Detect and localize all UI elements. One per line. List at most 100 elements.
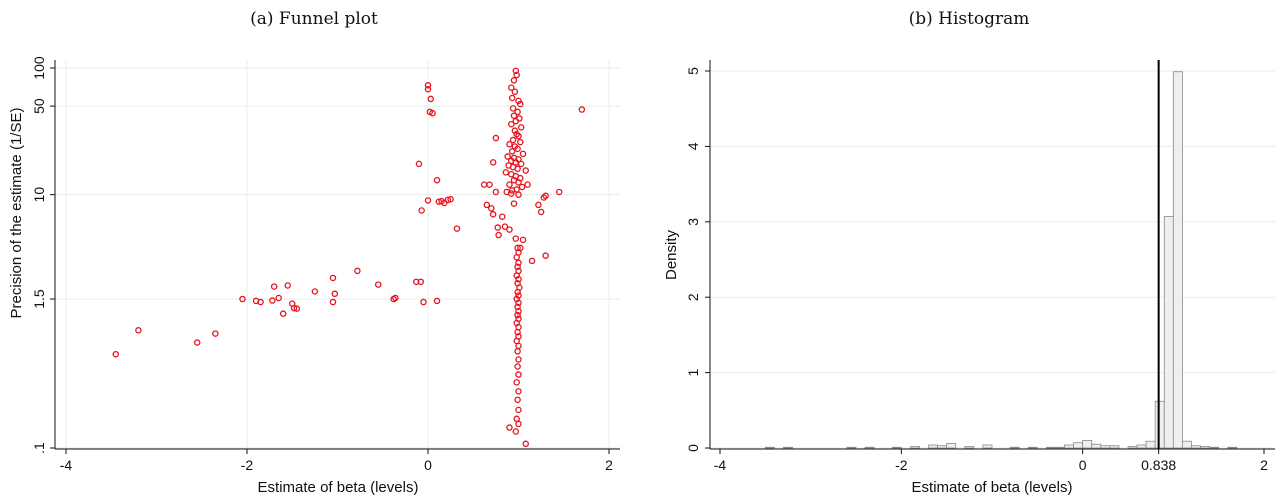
funnel-data-point <box>535 201 542 209</box>
funnel-data-point <box>329 298 337 306</box>
funnel-data-point <box>489 159 497 166</box>
funnel-data-point <box>555 188 563 196</box>
histogram-bar <box>1209 446 1220 449</box>
funnel-data-point <box>515 356 522 363</box>
funnel-data-point <box>504 153 511 160</box>
funnel-data-point <box>510 200 518 207</box>
funnel-data-point <box>112 350 120 358</box>
funnel-data-point <box>418 207 425 214</box>
funnel-data-point <box>519 150 527 158</box>
funnel-x-tick-label: 0 <box>424 457 432 473</box>
funnel-data-point <box>514 329 521 336</box>
funnel-data-point <box>420 298 427 306</box>
histogram-bar <box>891 446 902 449</box>
funnel-data-point <box>508 190 515 197</box>
funnel-data-point <box>514 348 521 355</box>
funnel-data-point <box>492 134 500 142</box>
funnel-data-point <box>279 310 287 317</box>
funnel-data-point <box>528 257 536 265</box>
histogram-bar <box>946 443 957 449</box>
funnel-data-point <box>453 225 461 232</box>
funnel-data-point <box>514 303 521 311</box>
funnel-data-point <box>513 415 520 423</box>
histogram-bar <box>1127 446 1138 449</box>
funnel-data-point <box>514 165 521 173</box>
funnel-data-point <box>514 263 521 270</box>
funnel-plot-title: (a) Funnel plot <box>250 9 378 29</box>
funnel-data-point <box>509 136 517 144</box>
funnel-data-point <box>515 275 522 283</box>
funnel-y-tick-label: 1.5 <box>31 289 47 309</box>
funnel-data-point <box>447 196 454 203</box>
funnel-data-point <box>522 440 529 448</box>
funnel-data-point <box>518 183 526 191</box>
funnel-data-point <box>508 84 515 91</box>
histogram-bars <box>764 71 1238 449</box>
funnel-data-point <box>415 160 423 168</box>
funnel-data-point <box>514 145 521 153</box>
histogram-bar <box>1064 444 1074 449</box>
funnel-data-point <box>489 211 497 218</box>
histogram-bar <box>783 446 793 449</box>
histogram-bar <box>1136 444 1147 449</box>
funnel-data-point <box>424 197 432 204</box>
funnel-data-point <box>513 254 520 261</box>
histogram-y-tick-label: 3 <box>685 218 701 226</box>
funnel-data-point <box>269 297 276 304</box>
funnel-data-point <box>524 181 531 188</box>
funnel-data-point <box>512 428 520 435</box>
histogram-bar <box>1145 440 1156 449</box>
funnel-data-point <box>517 100 524 108</box>
histogram-bar <box>846 446 857 449</box>
funnel-data-point <box>515 259 522 267</box>
funnel-data-point <box>515 179 522 186</box>
funnel-data-point <box>517 124 525 131</box>
funnel-y-tick-label: .1 <box>31 442 47 454</box>
funnel-data-point <box>522 167 529 174</box>
histogram-bar <box>1200 446 1210 449</box>
funnel-data-point <box>135 327 142 334</box>
funnel-data-point <box>239 295 246 303</box>
histogram-bar <box>1100 445 1111 449</box>
histogram-bar <box>1191 445 1201 449</box>
funnel-data-point <box>513 71 520 79</box>
funnel-data-point <box>512 235 520 242</box>
histogram-title: (b) Histogram <box>909 9 1030 29</box>
funnel-data-point <box>193 339 201 346</box>
funnel-data-point <box>417 278 425 286</box>
funnel-y-tick-label: 10 <box>31 187 47 203</box>
funnel-data-point <box>354 267 361 275</box>
funnel-data-point <box>480 181 488 188</box>
funnel-plot-points <box>112 67 586 448</box>
histogram-bar <box>1172 71 1183 449</box>
funnel-data-point <box>515 420 522 428</box>
funnel-data-point <box>293 305 301 312</box>
funnel-plot-ticks: -4 -2 0 2 .1 1.5 10 50 100 <box>31 56 613 473</box>
funnel-data-point <box>509 105 517 112</box>
funnel-data-point <box>512 117 520 125</box>
funnel-data-point <box>374 281 382 288</box>
funnel-data-point <box>540 194 548 201</box>
funnel-data-point <box>212 330 219 337</box>
funnel-data-point <box>511 88 519 95</box>
histogram-gridlines <box>710 70 1275 449</box>
funnel-data-point <box>412 278 420 286</box>
funnel-data-point <box>290 304 298 312</box>
funnel-data-point <box>284 282 291 289</box>
funnel-data-point <box>519 236 527 244</box>
funnel-data-point <box>515 299 522 307</box>
funnel-data-point <box>508 94 516 102</box>
histogram-bar <box>1109 445 1120 449</box>
funnel-data-point <box>275 294 282 302</box>
histogram-x-tick-label: 0 <box>1079 457 1087 473</box>
funnel-data-point <box>494 224 501 231</box>
funnel-data-point <box>311 288 319 295</box>
funnel-data-point <box>537 208 545 216</box>
histogram-bar <box>764 446 775 449</box>
funnel-data-point <box>515 342 522 350</box>
funnel-data-point <box>515 371 522 378</box>
histogram-y-tick-label: 1 <box>685 368 701 376</box>
histogram-x-tick-label: -4 <box>714 457 727 473</box>
funnel-data-point <box>486 181 493 188</box>
